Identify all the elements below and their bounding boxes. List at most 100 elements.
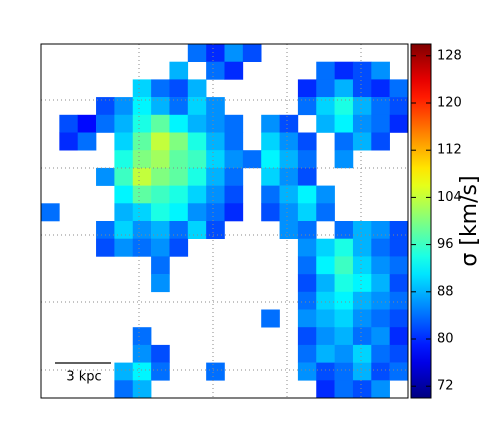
cell: [279, 185, 299, 204]
colorbar-tick-label: 88: [437, 284, 454, 299]
cell: [224, 167, 244, 186]
cell: [224, 132, 244, 151]
cell: [132, 167, 152, 186]
cell: [151, 185, 170, 204]
cell: [132, 203, 152, 222]
cell: [206, 150, 225, 169]
cell: [316, 185, 335, 204]
colorbar-tick-label: 96: [437, 237, 454, 252]
cell: [169, 132, 189, 151]
cell: [389, 97, 409, 116]
cell: [77, 114, 97, 133]
cell: [334, 221, 354, 239]
cell: [316, 327, 335, 346]
cell: [334, 114, 354, 133]
cell: [316, 97, 335, 116]
cell: [297, 309, 317, 328]
cell: [352, 291, 372, 310]
cell: [316, 344, 335, 363]
cell: [334, 132, 354, 151]
cell: [132, 132, 152, 151]
cell: [169, 221, 189, 239]
cell: [187, 221, 207, 239]
cell: [371, 114, 390, 133]
cell: [114, 97, 134, 116]
cell: [316, 79, 335, 98]
cell: [352, 362, 372, 381]
cell: [224, 114, 244, 133]
cell: [187, 150, 207, 169]
cell: [169, 167, 189, 186]
cell: [297, 185, 317, 204]
cell: [132, 238, 152, 257]
cell: [224, 44, 244, 62]
cell: [352, 327, 372, 346]
cell: [187, 132, 207, 151]
colorbar-label: σ [km/s]: [457, 175, 482, 266]
cell: [224, 185, 244, 204]
cell: [334, 79, 354, 98]
cell: [151, 114, 170, 133]
cell: [151, 150, 170, 169]
cell: [297, 97, 317, 116]
cell: [389, 274, 409, 293]
cell: [114, 221, 134, 239]
cell: [334, 291, 354, 310]
grid: [41, 44, 408, 398]
cell: [371, 327, 390, 346]
scale-bar-label: 3 kpc: [66, 370, 101, 385]
colorbar: [410, 43, 432, 399]
cell: [334, 97, 354, 116]
cell: [261, 114, 280, 133]
cell: [279, 114, 299, 133]
cell: [371, 79, 390, 98]
cell: [96, 114, 115, 133]
cell: [297, 132, 317, 151]
cell: [169, 61, 189, 80]
cell: [206, 44, 225, 62]
cell: [132, 150, 152, 169]
cell: [371, 256, 390, 275]
cell: [96, 167, 115, 186]
cell: [371, 238, 390, 257]
cell: [352, 61, 372, 80]
cell: [316, 256, 335, 275]
cell: [206, 114, 225, 133]
cell: [371, 362, 390, 381]
cell: [389, 344, 409, 363]
cell: [224, 150, 244, 169]
cell: [169, 97, 189, 116]
cell: [389, 291, 409, 310]
cell: [352, 309, 372, 328]
cell: [297, 221, 317, 239]
cell: [224, 61, 244, 80]
cell: [334, 238, 354, 257]
cell: [297, 167, 317, 186]
cell: [297, 79, 317, 98]
cell: [114, 185, 134, 204]
cell: [59, 132, 78, 151]
cell: [352, 380, 372, 399]
cell: [206, 167, 225, 186]
cell: [59, 114, 78, 133]
cell: [352, 238, 372, 257]
cell: [169, 203, 189, 222]
cell: [206, 221, 225, 239]
cell: [187, 185, 207, 204]
cell: [261, 150, 280, 169]
cell: [151, 97, 170, 116]
cell: [279, 221, 299, 239]
cell: [206, 132, 225, 151]
cell: [114, 238, 134, 257]
cell: [132, 327, 152, 346]
cell: [96, 221, 115, 239]
cell: [132, 362, 152, 381]
cell: [371, 61, 390, 80]
cell: [187, 203, 207, 222]
cell: [261, 309, 280, 328]
cell: [206, 61, 225, 80]
cell: [151, 203, 170, 222]
cell: [371, 344, 390, 363]
cell: [334, 309, 354, 328]
cell: [316, 380, 335, 399]
